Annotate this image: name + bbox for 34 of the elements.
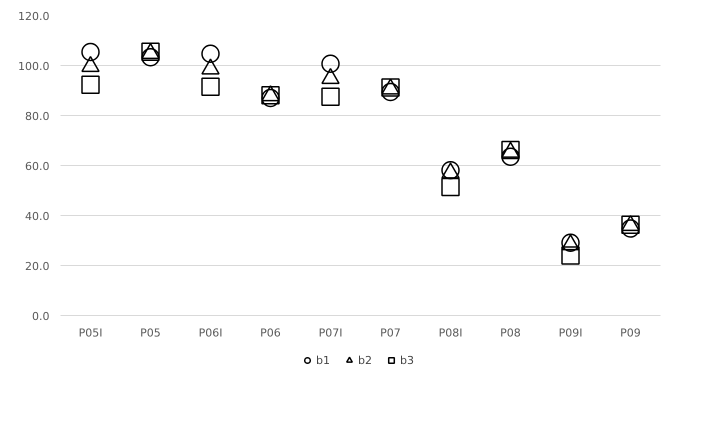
legend-label: b2 bbox=[358, 354, 373, 366]
point bbox=[441, 178, 460, 196]
x-tick-label: P07 bbox=[380, 326, 401, 340]
x-tick-label: P05I bbox=[78, 326, 102, 340]
x-tick-label: P09 bbox=[620, 326, 641, 340]
y-tick-label: 0.0 bbox=[32, 310, 50, 323]
point bbox=[561, 246, 580, 265]
point bbox=[621, 219, 640, 238]
point bbox=[321, 54, 340, 73]
x-tick-label: P06I bbox=[198, 326, 222, 340]
point bbox=[261, 86, 280, 104]
point bbox=[501, 148, 520, 166]
x-tick-label: P09I bbox=[558, 326, 582, 340]
point bbox=[81, 42, 100, 62]
point bbox=[261, 88, 280, 108]
point bbox=[381, 82, 400, 102]
x-tick-label: P05 bbox=[140, 326, 161, 340]
y-tick-label: 80.0 bbox=[25, 110, 50, 123]
point bbox=[201, 78, 220, 96]
point bbox=[201, 44, 220, 63]
x-tick-label: P06 bbox=[260, 326, 281, 340]
y-tick-label: 120.0 bbox=[18, 10, 50, 23]
y-tick-label: 100.0 bbox=[18, 60, 50, 73]
x-tick-label: P07I bbox=[318, 326, 342, 340]
y-tick-label: 20.0 bbox=[25, 260, 50, 273]
legend-label: b3 bbox=[400, 354, 415, 366]
point bbox=[141, 48, 160, 66]
point bbox=[321, 88, 340, 106]
y-tick-label: 40.0 bbox=[25, 210, 50, 223]
x-tick-label: P08I bbox=[438, 326, 462, 340]
y-tick-label: 60.0 bbox=[25, 160, 50, 173]
x-tick-label: P08 bbox=[500, 326, 521, 340]
point bbox=[81, 76, 100, 94]
legend-label: b1 bbox=[316, 354, 331, 366]
